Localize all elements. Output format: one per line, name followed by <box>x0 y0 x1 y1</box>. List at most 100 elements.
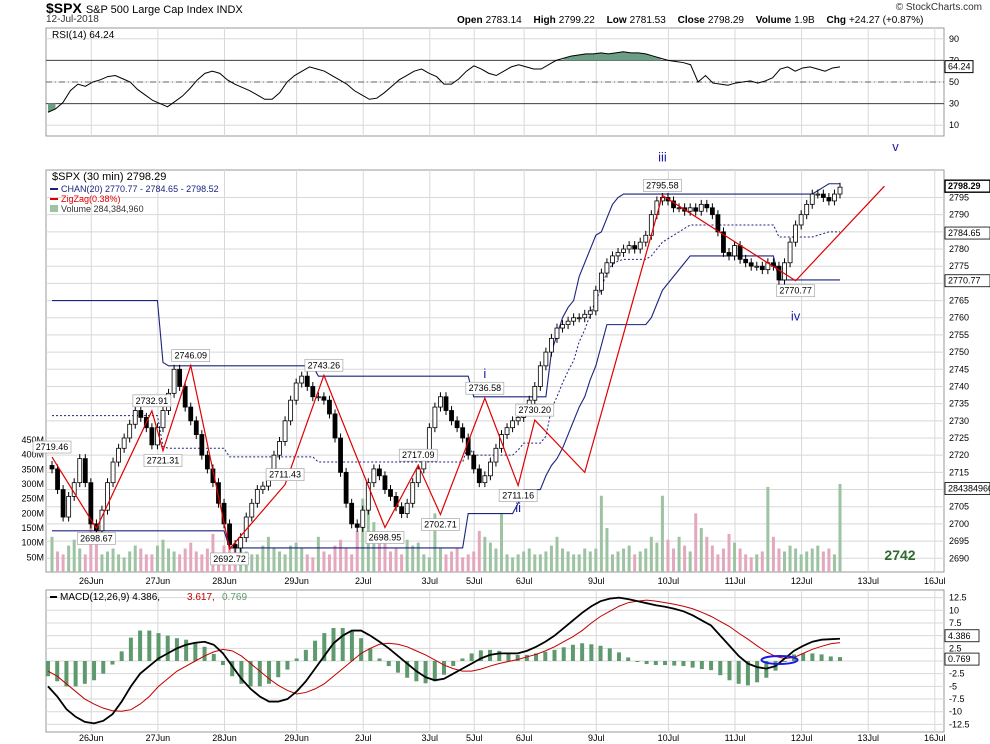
macd-ytick: -10 <box>949 707 962 717</box>
macd-histogram-bar <box>478 650 483 661</box>
macd-histogram-bar <box>46 661 50 677</box>
x-tick-label: 9Jul <box>588 576 605 586</box>
chart-date: 12-Jul-2018 <box>46 14 99 25</box>
candle-body <box>365 482 371 511</box>
volume-bar <box>150 554 154 572</box>
macd-histogram-bar <box>451 661 456 667</box>
macd-histogram-bar <box>340 628 345 661</box>
volume-bar <box>527 548 531 572</box>
high-field: High 2799.22 <box>533 15 595 26</box>
candle-body <box>354 523 360 528</box>
zigzag-label: 2770.77 <box>776 284 815 298</box>
volume-bar <box>172 551 176 572</box>
volume-bar <box>144 554 148 572</box>
candle-body <box>793 224 799 243</box>
volume-bar <box>505 554 509 572</box>
channel-lower-line <box>52 255 840 549</box>
macd-histogram-bar <box>570 644 575 661</box>
candle-body <box>327 399 332 415</box>
volume-bar <box>200 554 204 572</box>
volume-ytick: 200M <box>21 508 44 518</box>
wave-label: iii <box>658 149 667 164</box>
candle-body <box>504 427 510 435</box>
volume-ytick: 450M <box>21 435 44 445</box>
candle-body <box>293 382 299 401</box>
zigzag-label-box <box>515 403 555 417</box>
volume-bar <box>755 554 759 572</box>
candle-body <box>88 482 94 525</box>
volume-bar <box>189 542 193 572</box>
macd-panel: 12.5107.552.50-2.5-5-7.5-10-12.5MACD(12,… <box>45 589 980 733</box>
zigzag-label-text: 2717.09 <box>402 450 435 460</box>
candle-body <box>443 396 449 411</box>
zigzag-label-text: 2721.31 <box>147 456 180 466</box>
rsi-ytick: 10 <box>949 120 959 130</box>
volume-bar <box>488 542 492 572</box>
volume-bar <box>255 554 259 572</box>
candle-body <box>349 502 355 525</box>
volume-bar <box>117 554 121 572</box>
macd-histogram-bar <box>709 661 714 671</box>
macd-histogram-bar <box>672 661 677 666</box>
macd-histogram-bar <box>294 658 299 661</box>
channel-upper-line <box>52 183 840 398</box>
volume-bar <box>777 548 781 572</box>
volume-bar <box>272 548 276 572</box>
candle-body <box>249 502 255 518</box>
macd-histogram-bar <box>745 661 750 686</box>
zigzag-label-text: 2795.58 <box>646 180 679 190</box>
zigzag-label-box <box>643 179 682 192</box>
zigzag-label-text: 2692.72 <box>213 554 246 564</box>
macd-histogram-bar <box>534 653 539 661</box>
candle-body <box>543 351 549 367</box>
macd-ytick: 7.5 <box>949 618 962 628</box>
zigzag-legend-text: ZigZag(0.38%) <box>61 194 121 204</box>
candle-body <box>304 375 310 387</box>
volume-bar <box>294 542 298 572</box>
volume-bar <box>783 551 787 572</box>
candle-body <box>537 365 543 387</box>
volume-bar <box>516 554 520 572</box>
candle-body <box>182 386 188 408</box>
macd-histogram-bar <box>423 661 428 684</box>
candle-body <box>410 482 416 504</box>
macd-histogram-bar <box>690 661 695 668</box>
candle-body <box>343 471 349 504</box>
volume-bar <box>455 548 459 572</box>
zigzag-label-box <box>304 358 344 372</box>
volume-bar <box>56 551 60 572</box>
volume-bar <box>105 551 109 572</box>
zigzag-label: 2711.16 <box>498 489 538 502</box>
volume-bar <box>572 554 576 572</box>
volume-bar <box>694 513 698 572</box>
x-tick-label-macd: 27Jun <box>146 733 171 743</box>
zigzag-label-text: 2702.71 <box>424 520 457 530</box>
candle-body <box>637 241 643 250</box>
volume-bar <box>389 551 393 572</box>
macd-histogram-bar <box>285 661 290 670</box>
volume-bar <box>799 554 803 572</box>
volume-bar <box>438 548 442 572</box>
volume-bar <box>100 554 104 572</box>
zigzag-label-text: 2746.09 <box>174 351 207 361</box>
volume-bar <box>250 554 254 572</box>
zigzag-label-box <box>32 440 72 454</box>
volume-bar <box>660 495 664 572</box>
macd-histogram-bar <box>303 649 308 661</box>
macd-histogram-bar <box>386 661 391 667</box>
volume-legend-swatch <box>50 205 58 212</box>
volume-bar <box>139 548 143 572</box>
zigzag-label-box <box>365 531 405 544</box>
macd-legend: MACD(12,26,9) 4.386, 3.617, 0.769 <box>50 592 247 603</box>
candle-body <box>110 461 116 484</box>
zigzag-label-text: 2732.91 <box>136 396 169 406</box>
macd-axis-tag: 0.769 <box>944 652 980 666</box>
volume-bar <box>466 554 470 572</box>
zigzag-label: 2698.67 <box>77 532 116 545</box>
volume-bar <box>322 551 326 572</box>
x-tick-label-macd: 5Jul <box>466 733 483 743</box>
x-tick-label-macd: 10Jul <box>658 733 680 743</box>
volume-bar <box>738 548 742 572</box>
candle-body <box>610 255 615 264</box>
